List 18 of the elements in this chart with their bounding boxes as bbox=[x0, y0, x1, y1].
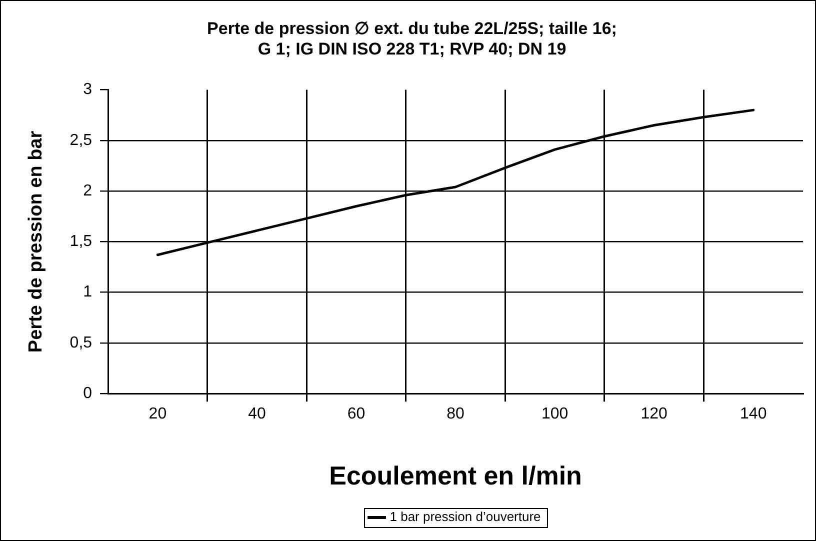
y-axis-title: Perte de pression en bar bbox=[26, 130, 47, 353]
x-tick-label: 100 bbox=[541, 406, 568, 423]
x-tick-label: 40 bbox=[248, 406, 266, 423]
x-tick-label: 20 bbox=[148, 406, 167, 423]
x-axis-title: Ecoulement en l/min bbox=[329, 460, 582, 491]
y-tick-label: 1,5 bbox=[70, 233, 92, 250]
y-tick-label: 0,5 bbox=[70, 334, 92, 352]
x-tick-label: 120 bbox=[640, 406, 668, 423]
y-tick-label: 0 bbox=[83, 385, 92, 402]
x-tick-label: 60 bbox=[347, 406, 366, 423]
x-tick-label: 80 bbox=[446, 406, 465, 423]
y-tick-label: 3 bbox=[83, 81, 92, 98]
y-tick-label: 2,5 bbox=[70, 132, 92, 149]
y-tick-label: 2 bbox=[83, 182, 92, 200]
chart-title: Perte de pression ∅ ext. du tube 22L/25S; taille 16; G 1; IG DIN ISO 228 T1; RVP 40; DN 19 bbox=[207, 18, 617, 58]
x-tick-label: 140 bbox=[740, 406, 767, 423]
legend-label: 1 bar pression d’ouverture bbox=[390, 509, 541, 524]
y-tick-label: 1 bbox=[83, 284, 92, 301]
